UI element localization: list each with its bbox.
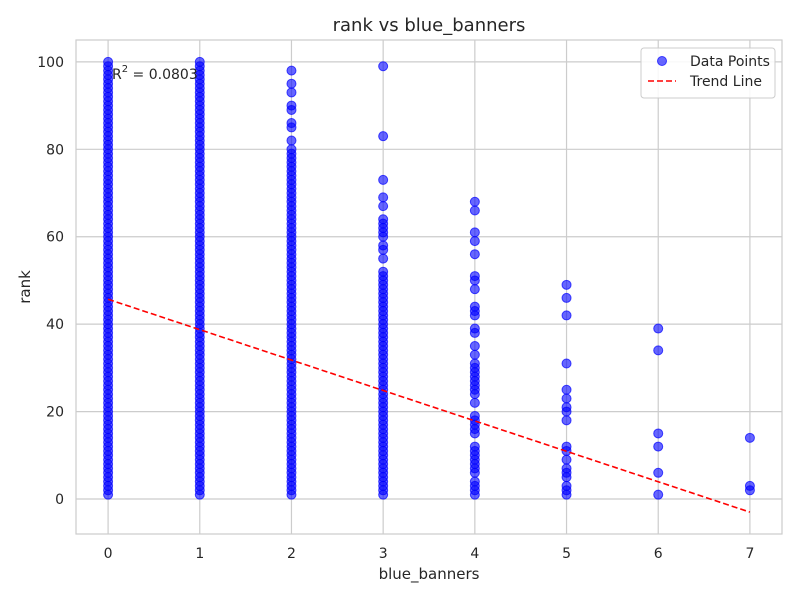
data-point: [653, 467, 664, 478]
data-point: [378, 131, 389, 142]
y-tick-label: 80: [46, 142, 64, 158]
data-point: [378, 266, 389, 277]
data-point: [378, 253, 389, 264]
trend-line: [107, 298, 751, 513]
data-points: [103, 56, 755, 500]
data-point: [561, 454, 572, 465]
data-point: [469, 275, 480, 286]
data-point: [469, 236, 480, 247]
data-point: [378, 61, 389, 72]
trend-line-layer: [107, 298, 751, 513]
y-axis-label: rank: [16, 270, 34, 304]
data-point: [744, 432, 755, 443]
x-tick-label: 3: [379, 546, 388, 562]
data-point: [653, 441, 664, 452]
data-point: [194, 56, 205, 67]
data-point: [653, 489, 664, 500]
legend-label-data-points: Data Points: [690, 54, 770, 70]
data-point: [561, 279, 572, 290]
data-point: [744, 485, 755, 496]
data-point: [469, 196, 480, 207]
data-point: [469, 389, 480, 400]
plot-frame: [75, 39, 783, 535]
x-tick-label: 6: [654, 546, 663, 562]
data-point: [561, 310, 572, 321]
x-tick-label: 7: [745, 546, 754, 562]
data-point: [653, 345, 664, 356]
y-tick-label: 40: [46, 317, 64, 333]
data-point: [378, 231, 389, 242]
data-point: [286, 104, 297, 115]
legend-box: [640, 47, 776, 99]
data-point: [286, 65, 297, 76]
data-point: [103, 56, 114, 67]
data-point: [469, 341, 480, 352]
y-tick-label: 0: [55, 492, 64, 508]
data-point: [469, 489, 480, 500]
chart-title: rank vs blue_banners: [333, 15, 526, 36]
r-squared-value: = 0.0803: [128, 67, 198, 83]
y-tick-label: 60: [46, 230, 64, 246]
r-squared-superscript: 2: [122, 64, 128, 75]
data-point: [469, 310, 480, 321]
data-point: [286, 135, 297, 146]
data-point: [561, 406, 572, 417]
data-point: [469, 349, 480, 360]
data-point: [561, 384, 572, 395]
data-point: [561, 292, 572, 303]
data-point: [561, 358, 572, 369]
y-tick-label: 100: [37, 55, 64, 71]
data-point: [286, 87, 297, 98]
data-point: [653, 428, 664, 439]
data-point: [378, 192, 389, 203]
data-point: [286, 78, 297, 89]
x-tick-label: 0: [104, 546, 113, 562]
data-point: [378, 201, 389, 212]
data-point: [286, 144, 297, 155]
r-squared-annotation: R2 = 0.0803: [112, 64, 198, 83]
legend-label-trend-line: Trend Line: [689, 74, 762, 90]
data-point: [469, 205, 480, 216]
data-point: [469, 327, 480, 338]
x-tick-label: 1: [195, 546, 204, 562]
data-point: [561, 393, 572, 404]
data-point: [469, 227, 480, 238]
data-point: [469, 397, 480, 408]
data-point: [469, 284, 480, 295]
r-squared-symbol: R: [112, 67, 122, 83]
data-point: [378, 244, 389, 255]
tick-labels: 0 1 2 3 4 5 6 7 0 20 40 60 80 100: [37, 55, 754, 562]
legend: Data Points Trend Line: [640, 47, 776, 99]
x-axis-label: blue_banners: [379, 565, 480, 584]
data-point: [469, 428, 480, 439]
x-tick-label: 4: [470, 546, 479, 562]
data-point: [561, 472, 572, 483]
data-point: [469, 467, 480, 478]
legend-marker-data-points: [657, 56, 667, 66]
data-point: [286, 122, 297, 133]
x-tick-label: 2: [287, 546, 296, 562]
data-point: [561, 489, 572, 500]
y-tick-label: 20: [46, 405, 64, 421]
data-point: [561, 415, 572, 426]
data-point: [378, 174, 389, 185]
x-tick-label: 5: [562, 546, 571, 562]
data-point: [469, 249, 480, 260]
data-point: [653, 323, 664, 334]
